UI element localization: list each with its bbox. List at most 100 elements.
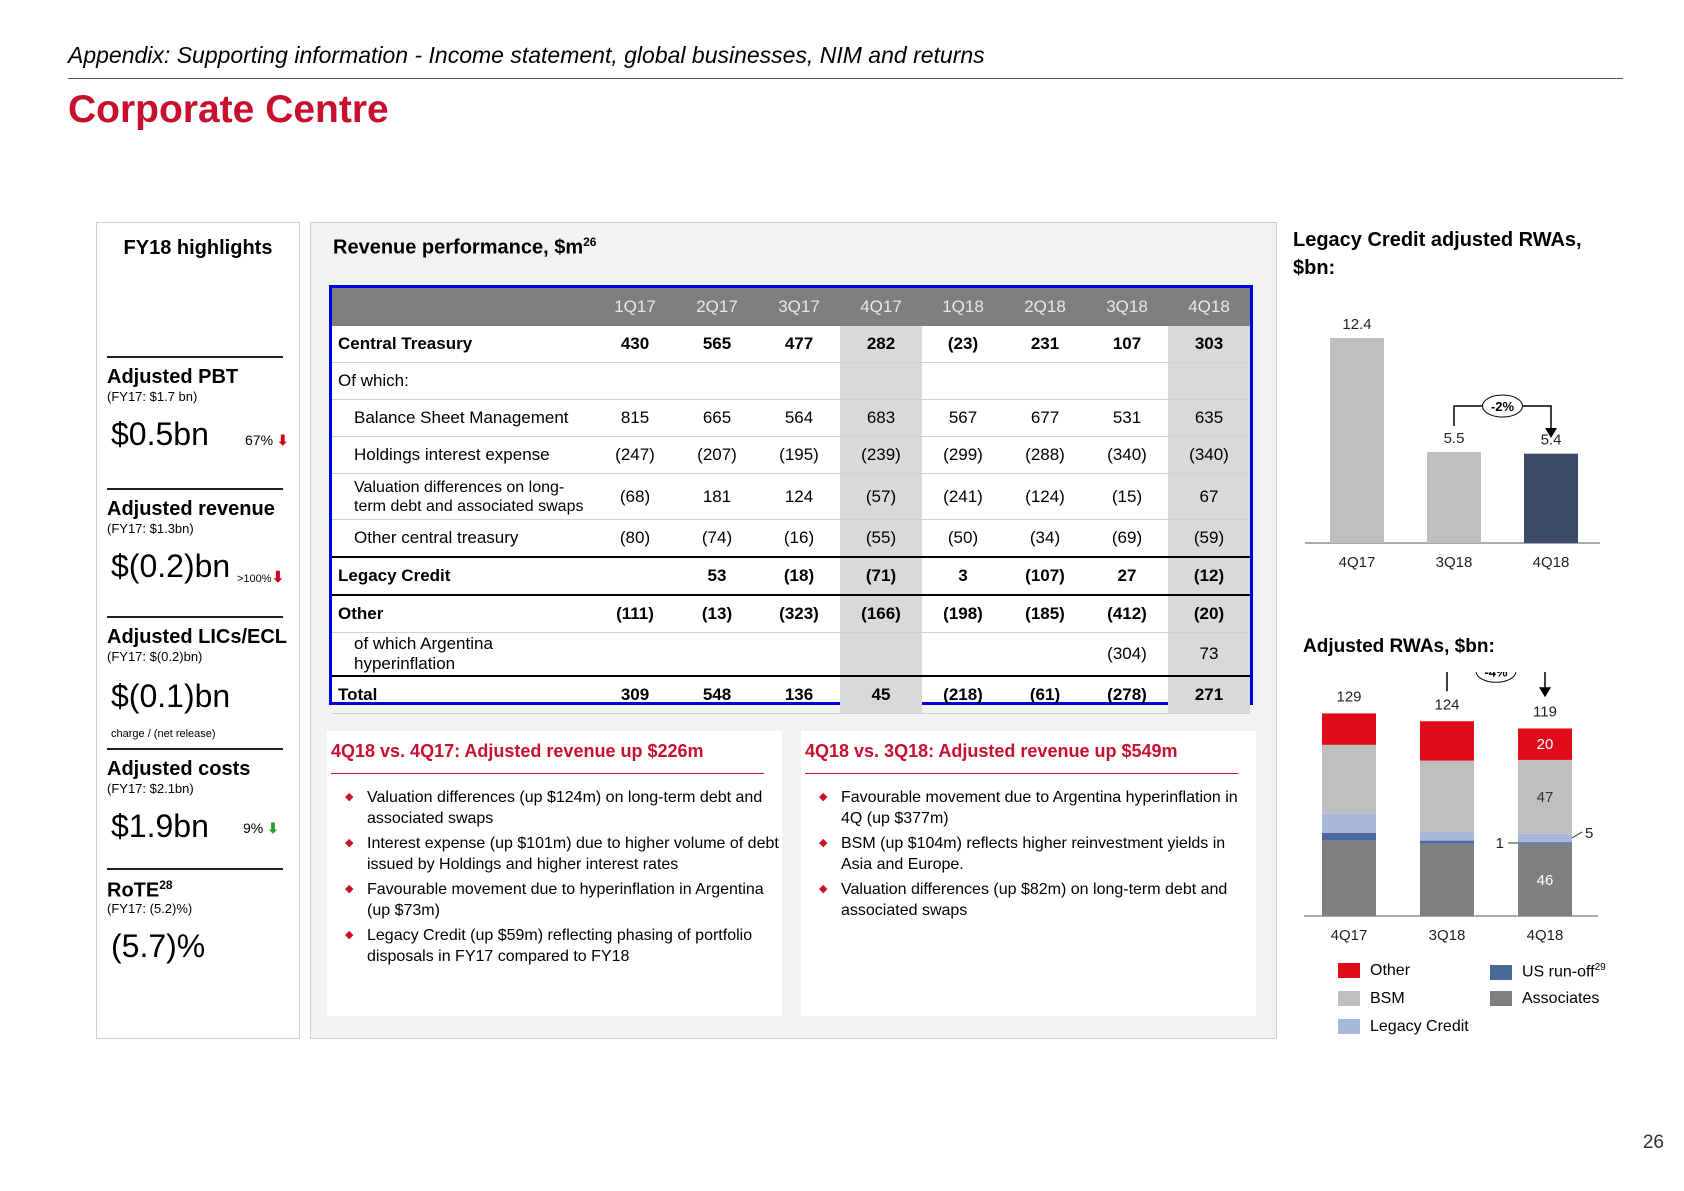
table-row: Other central treasury (80) (74) (16) (55) (5… [332,519,1250,558]
highlights-panel: FY18 highlights Adjusted PBT (FY17: $1.7… [96,222,300,1039]
column-header: 4Q18 [1168,288,1250,326]
table-cell: 3 [922,557,1004,596]
segment-bsm-4Q17 [1322,744,1376,814]
row-label: Holdings interest expense [332,436,594,474]
legend-swatch [1490,964,1512,980]
tick-label: 4Q18 [1533,554,1570,571]
segment-associates-4Q17 [1322,840,1376,916]
revenue-table-header: 1Q17 2Q17 3Q17 4Q17 1Q18 2Q18 3Q18 4Q18 [332,288,1250,326]
row-label: Other central treasury [332,519,594,558]
tick-label: 4Q18 [1527,927,1564,944]
highlight-note: charge / (net release) [111,728,216,740]
legend-item-legacy-credit: Legacy Credit [1338,1018,1469,1036]
row-label: Other [332,595,594,633]
column-header: 2Q17 [676,288,758,326]
segment-other-4Q17 [1322,713,1376,745]
highlight-value: $(0.2)bn [111,548,231,584]
segment-bsm-3Q18 [1420,760,1474,832]
table-cell: 271 [1168,676,1250,714]
table-cell: (57) [840,473,922,520]
header-label-cell [332,288,594,326]
arrow-down-icon [1539,687,1551,698]
table-cell: (23) [922,326,1004,363]
table-cell: 181 [676,473,758,520]
legend-item-other: Other [1338,962,1410,980]
tick-label: 3Q18 [1436,554,1473,571]
table-cell: 531 [1086,399,1168,437]
divider [107,356,283,358]
table-cell: (20) [1168,595,1250,633]
legend-item-bsm: BSM [1338,990,1405,1008]
highlights-title: FY18 highlights [123,237,273,259]
table-cell: 303 [1168,326,1250,363]
table-cell: 45 [840,676,922,714]
table-cell: (74) [676,519,758,558]
segment-label-legacy-credit: 5 [1585,825,1593,842]
table-cell: (68) [594,473,676,520]
segment-bsm-4Q18 [1518,759,1572,834]
segment-label-bsm: 47 [1537,789,1554,806]
page-title: Corporate Centre [68,88,389,131]
table-row: Holdings interest expense (247) (207) (195)… [332,436,1250,474]
table-cell [594,362,676,400]
highlight-change: 9% ⬇ [243,820,279,836]
comparison-title: 4Q18 vs. 4Q17: Adjusted revenue up $226m [331,741,704,761]
table-cell: (107) [1004,557,1086,596]
total-label: 119 [1533,703,1557,720]
segment-us-run-off-4Q18 [1518,842,1572,844]
table-cell: 567 [922,399,1004,437]
table-cell: 548 [676,676,758,714]
comparison-bullets: Favourable movement due to Argentina hyp… [819,787,1256,925]
table-cell: (239) [840,436,922,474]
table-cell: 564 [758,399,840,437]
divider [107,748,283,750]
column-header: 2Q18 [1004,288,1086,326]
bar-4Q17 [1330,337,1384,543]
table-cell [1086,362,1168,400]
table-cell: 67 [1168,473,1250,520]
arrow-down-icon: ⬇ [267,820,279,836]
row-label: Total [332,676,594,714]
table-cell: 477 [758,326,840,363]
table-cell: (55) [840,519,922,558]
tick-label: 4Q17 [1331,927,1368,944]
row-label: of which Argentina hyperinflation [332,632,594,677]
segment-label-associates: 46 [1537,872,1554,889]
table-cell: (69) [1086,519,1168,558]
highlight-prior: (FY17: (5.2)%) [107,901,193,916]
table-cell: 430 [594,326,676,363]
bullet-item: Interest expense (up $101m) due to highe… [345,833,782,875]
table-cell: (299) [922,436,1004,474]
table-cell [676,632,758,677]
table-cell: (247) [594,436,676,474]
table-cell: (288) [1004,436,1086,474]
legend-swatch [1338,1019,1360,1035]
segment-legacy-credit-4Q18 [1518,833,1572,843]
annotation-label: -2% [1491,399,1515,414]
table-cell: (111) [594,595,676,633]
legend-swatch [1338,963,1360,979]
annotation-badge [1482,394,1523,418]
table-cell [840,362,922,400]
bullet-item: BSM (up $104m) reflects higher reinvestm… [819,833,1256,875]
divider [107,616,283,618]
segment-legacy-credit-4Q17 [1322,813,1376,833]
table-cell: (185) [1004,595,1086,633]
column-header: 3Q17 [758,288,840,326]
comparison-4q18-vs-3q18: 4Q18 vs. 3Q18: Adjusted revenue up $549m… [801,731,1256,1016]
divider [107,868,283,870]
total-label: 129 [1336,688,1361,705]
table-cell [922,362,1004,400]
highlight-value: (5.7)% [111,928,206,964]
column-header: 1Q17 [594,288,676,326]
table-cell [1004,362,1086,400]
total-label: 124 [1434,696,1459,713]
row-label: Valuation differences on long-term debt … [332,473,594,520]
segment-us-run-off-4Q17 [1322,832,1376,841]
column-header: 1Q18 [922,288,1004,326]
arrow-down-icon: ⬇ [276,432,289,448]
table-cell: (71) [840,557,922,596]
column-header: 4Q17 [840,288,922,326]
table-cell: 27 [1086,557,1168,596]
highlight-prior: (FY17: $2.1bn) [107,781,194,796]
